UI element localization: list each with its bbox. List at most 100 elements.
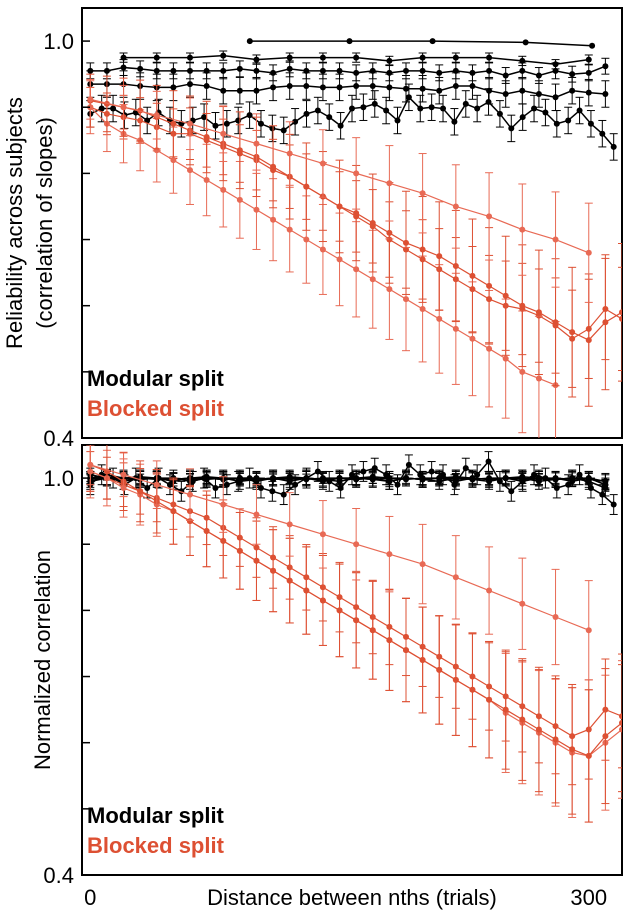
data-point — [303, 83, 310, 90]
data-point — [619, 726, 622, 733]
data-point — [220, 186, 227, 193]
data-point — [314, 107, 321, 114]
data-point — [203, 177, 210, 183]
data-point — [535, 375, 542, 382]
data-point — [292, 481, 299, 488]
data-point — [469, 476, 476, 483]
data-point — [236, 87, 243, 94]
data-point — [303, 475, 310, 482]
data-point — [220, 52, 227, 59]
data-point — [469, 83, 476, 90]
data-point — [153, 481, 160, 488]
data-point — [120, 471, 127, 478]
data-point — [353, 475, 360, 482]
data-point — [319, 84, 326, 91]
data-point — [417, 105, 424, 112]
data-point — [137, 65, 144, 72]
data-point — [599, 491, 606, 498]
data-point — [236, 547, 243, 554]
data-point — [610, 501, 617, 508]
data-point — [619, 713, 622, 720]
data-point — [280, 491, 287, 498]
data-point — [419, 306, 426, 312]
data-point — [303, 587, 310, 594]
data-point — [386, 229, 393, 236]
data-point — [203, 528, 210, 534]
data-point — [153, 67, 160, 74]
data-point — [552, 94, 559, 101]
data-point — [286, 150, 293, 157]
data-point — [405, 94, 412, 101]
modular-series-3 — [86, 469, 610, 497]
plot-area — [86, 38, 622, 438]
data-point — [353, 210, 360, 217]
data-point — [170, 157, 177, 164]
data-point — [531, 105, 538, 112]
data-point — [553, 485, 560, 491]
data-point — [346, 38, 353, 45]
series-line — [90, 65, 606, 77]
data-point — [253, 206, 260, 213]
data-point — [170, 120, 177, 127]
data-point — [120, 104, 127, 111]
data-point — [353, 266, 360, 273]
data-point — [286, 83, 293, 90]
data-point — [519, 716, 526, 723]
data-point — [403, 85, 409, 92]
data-point — [87, 96, 94, 103]
data-point — [619, 315, 622, 322]
data-point — [212, 485, 219, 491]
data-point — [303, 110, 310, 117]
data-point — [602, 63, 609, 70]
data-point — [552, 614, 559, 620]
data-point — [319, 54, 326, 61]
series-line — [90, 464, 589, 631]
data-point — [394, 117, 401, 124]
data-point — [270, 163, 277, 170]
data-point — [236, 65, 243, 72]
data-point — [535, 91, 542, 97]
data-point — [502, 91, 509, 97]
data-point — [419, 85, 426, 92]
data-point — [496, 478, 503, 485]
data-point — [462, 465, 469, 472]
data-point — [383, 471, 390, 478]
data-point — [319, 160, 326, 167]
data-point — [223, 481, 230, 488]
data-point — [576, 471, 583, 478]
data-point — [153, 112, 160, 119]
data-point — [519, 226, 526, 233]
data-point — [187, 54, 193, 61]
data-point — [565, 117, 572, 124]
data-point — [602, 91, 609, 97]
data-point — [485, 98, 492, 105]
series-line — [90, 98, 589, 254]
data-point — [502, 292, 509, 299]
data-point — [451, 481, 458, 488]
data-point — [585, 56, 592, 63]
legend-item: Blocked split — [87, 396, 225, 421]
data-point — [419, 190, 426, 197]
data-point — [535, 309, 542, 316]
data-point — [542, 109, 549, 116]
data-point — [257, 120, 264, 127]
data-point — [552, 736, 559, 743]
data-point — [253, 87, 260, 94]
data-point — [589, 42, 596, 49]
data-point — [153, 54, 160, 61]
data-point — [569, 87, 576, 94]
data-point — [87, 461, 94, 468]
data-point — [502, 706, 509, 713]
data-point — [486, 67, 493, 74]
x-tick-label: 300 — [570, 885, 607, 910]
data-point — [189, 478, 196, 485]
data-point — [474, 105, 481, 112]
data-point — [553, 120, 560, 127]
y-axis-label: (correlation of slopes) — [32, 117, 57, 329]
data-point — [236, 147, 243, 154]
data-point — [253, 511, 260, 518]
data-point — [353, 54, 360, 61]
data-point — [336, 256, 343, 263]
data-point — [519, 114, 526, 121]
data-point — [235, 478, 242, 485]
